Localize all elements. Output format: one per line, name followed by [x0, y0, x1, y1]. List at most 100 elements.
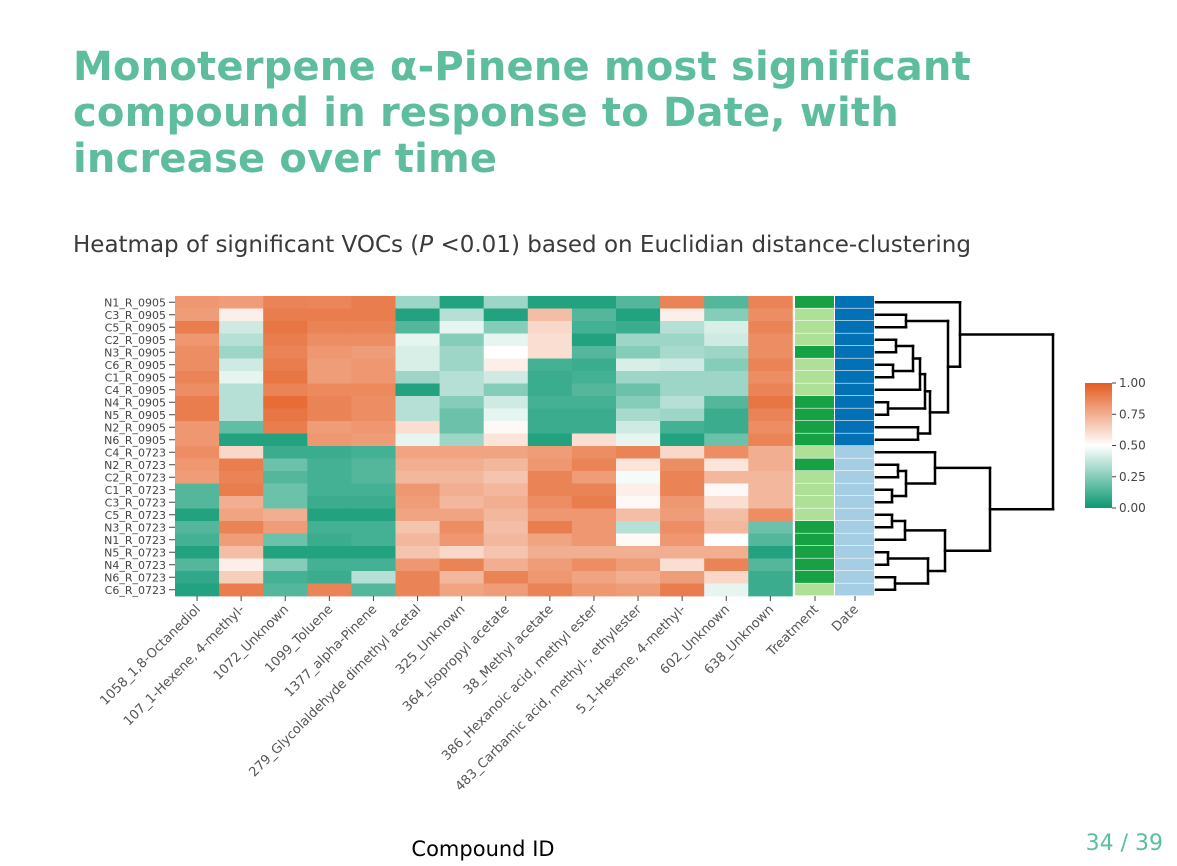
heatmap-cell — [660, 458, 705, 472]
heatmap-cell — [219, 433, 264, 447]
heatmap-cell — [704, 433, 749, 447]
heatmap-cell — [616, 421, 661, 434]
treatment-annotation-cell — [795, 333, 834, 346]
heatmap-cell — [616, 496, 661, 509]
heatmap-cell — [307, 421, 352, 434]
heatmap-cell — [307, 583, 352, 597]
heatmap-cell — [439, 446, 485, 459]
heatmap-cell — [704, 383, 749, 397]
legend-tick-label: 0.25 — [1119, 470, 1146, 484]
heatmap-cell — [307, 521, 352, 534]
heatmap-cell — [483, 508, 529, 522]
treatment-annotation-cell — [795, 396, 834, 408]
page-separator: / — [1120, 831, 1128, 856]
heatmap-cell — [351, 371, 396, 384]
heatmap-cell — [571, 408, 617, 422]
date-annotation-cell — [835, 296, 874, 308]
row-labels: N1_R_0905C3_R_0905C5_R_0905C2_R_0905N3_R… — [104, 296, 175, 597]
heatmap-cell — [616, 433, 661, 447]
row-label: N5_R_0905 — [104, 409, 166, 422]
heatmap-cell — [616, 471, 661, 484]
heatmap-cell — [219, 333, 264, 347]
row-label: N1_R_0905 — [104, 296, 166, 309]
heatmap-cell — [571, 308, 617, 322]
heatmap-cell — [439, 583, 485, 597]
heatmap-cell — [263, 433, 308, 447]
heatmap-cell — [748, 371, 793, 384]
heatmap-cell — [439, 471, 485, 484]
heatmap-cell — [704, 558, 749, 572]
heatmap-cell — [175, 383, 220, 397]
heatmap-cell — [395, 471, 440, 484]
date-annotation-cell — [835, 546, 874, 558]
heatmap-cell — [219, 571, 264, 584]
heatmap-cell — [175, 483, 220, 497]
heatmap-cell — [307, 446, 352, 459]
heatmap-cell — [616, 321, 661, 334]
heatmap-cell — [395, 433, 440, 447]
heatmap-cell — [263, 571, 308, 584]
treatment-annotation-cell — [795, 558, 834, 571]
legend-tick-label: 0.00 — [1119, 501, 1146, 515]
heatmap-cell — [307, 471, 352, 484]
heatmap-cell — [395, 321, 440, 334]
heatmap-cell — [704, 583, 749, 597]
heatmap-cell — [571, 433, 617, 447]
heatmap-cell — [660, 446, 705, 459]
row-label: C5_R_0723 — [105, 509, 166, 522]
heatmap-cell — [395, 483, 440, 497]
heatmap-cell — [219, 421, 264, 434]
heatmap-cell — [660, 508, 705, 522]
heatmap-cell — [748, 308, 793, 322]
heatmap-cell — [571, 496, 617, 509]
heatmap-cell — [439, 421, 485, 434]
heatmap-cell — [483, 396, 529, 409]
heatmap-cell — [704, 446, 749, 459]
heatmap-cell — [660, 471, 705, 484]
heatmap-cell — [307, 433, 352, 447]
heatmap-cell — [616, 408, 661, 422]
treatment-annotation-cell — [795, 471, 834, 483]
date-annotation-cell — [835, 333, 874, 346]
heatmap-cell — [395, 296, 440, 309]
heatmap-cell — [571, 508, 617, 522]
row-label: N3_R_0723 — [104, 521, 166, 534]
treatment-annotation-cell — [795, 321, 834, 333]
date-annotation-cell — [835, 496, 874, 508]
heatmap-cell — [263, 496, 308, 509]
treatment-annotation-cell — [795, 296, 834, 308]
heatmap-cell — [175, 583, 220, 597]
heatmap-cell — [219, 583, 264, 597]
heatmap-cell — [307, 396, 352, 409]
heatmap-cell — [483, 333, 529, 347]
heatmap-cell — [748, 508, 793, 522]
heatmap-cell — [395, 458, 440, 472]
heatmap-cell — [263, 421, 308, 434]
heatmap-cell — [748, 496, 793, 509]
heatmap-cell — [307, 458, 352, 472]
heatmap-cell — [748, 446, 793, 459]
heatmap-cell — [571, 583, 617, 597]
heatmap-cell — [483, 446, 529, 459]
heatmap-cell — [395, 558, 440, 572]
heatmap-cell — [527, 408, 573, 422]
heatmap-cell — [307, 358, 352, 372]
heatmap-cell — [660, 533, 705, 547]
heatmap-cell — [307, 346, 352, 359]
heatmap-cell — [527, 446, 573, 459]
row-label: C3_R_0905 — [105, 309, 166, 322]
heatmap-cell — [527, 383, 573, 397]
heatmap-cell — [175, 371, 220, 384]
heatmap-cell — [263, 321, 308, 334]
heatmap-cell — [175, 358, 220, 372]
row-label: C4_R_0723 — [105, 446, 166, 459]
heatmap-cell — [483, 546, 529, 559]
heatmap-cell — [219, 396, 264, 409]
heatmap-cell — [219, 346, 264, 359]
heatmap-cell — [263, 408, 308, 422]
heatmap-cell — [527, 433, 573, 447]
heatmap-cell — [439, 521, 485, 534]
date-annotation-cell — [835, 421, 874, 433]
heatmap-cell — [660, 383, 705, 397]
